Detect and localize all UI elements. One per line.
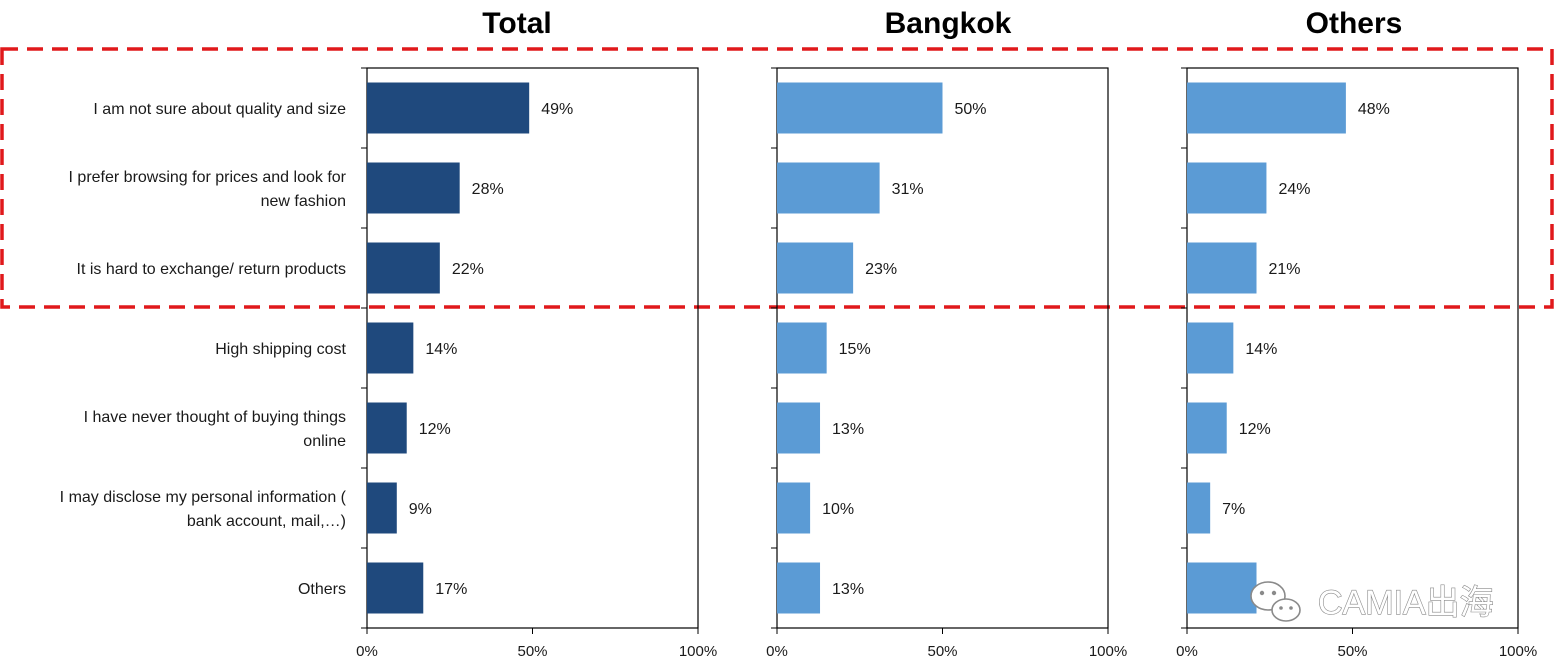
bar (1187, 242, 1257, 294)
data-label: 24% (1278, 181, 1310, 198)
data-label: 22% (452, 261, 484, 278)
bar (367, 82, 530, 134)
data-label: 13% (832, 421, 864, 438)
data-label: 17% (435, 581, 467, 598)
bar (1187, 562, 1257, 614)
x-tick-label: 0% (1176, 643, 1198, 660)
bar (367, 242, 440, 294)
bar (367, 482, 397, 534)
x-tick-label: 50% (517, 643, 547, 660)
bar (367, 322, 414, 374)
x-tick-label: 100% (1499, 643, 1537, 660)
x-tick-label: 50% (927, 643, 957, 660)
data-label: 50% (955, 101, 987, 118)
bar (367, 162, 460, 214)
x-tick-label: 100% (679, 643, 717, 660)
panel-title: Bangkok (885, 7, 1012, 40)
category-label: new fashion (261, 193, 346, 210)
x-tick-label: 0% (356, 643, 378, 660)
data-label: 10% (822, 501, 854, 518)
bar (367, 562, 424, 614)
data-label: 7% (1222, 501, 1245, 518)
x-tick-label: 100% (1089, 643, 1127, 660)
data-label: 31% (892, 181, 924, 198)
data-label: 23% (865, 261, 897, 278)
data-label: 49% (541, 101, 573, 118)
panel-title: Others (1306, 7, 1403, 40)
bar (1187, 322, 1234, 374)
data-label: 14% (425, 341, 457, 358)
bar (1187, 162, 1267, 214)
plot-frame (366, 67, 699, 629)
bar (367, 402, 407, 454)
x-tick-label: 50% (1337, 643, 1367, 660)
data-label: 21% (1269, 261, 1301, 278)
category-label: High shipping cost (215, 341, 346, 358)
bar (777, 402, 821, 454)
data-label: 12% (1239, 421, 1271, 438)
category-label: I may disclose my personal information ( (60, 489, 347, 506)
watermark-text: CAMIA出海 (1318, 584, 1494, 622)
data-label: 28% (472, 181, 504, 198)
bar (777, 82, 943, 134)
category-label: It is hard to exchange/ return products (77, 261, 346, 278)
bar (777, 562, 821, 614)
data-label: 14% (1245, 341, 1277, 358)
bar (777, 242, 854, 294)
bar (777, 482, 811, 534)
bar (777, 162, 880, 214)
data-label: 13% (832, 581, 864, 598)
category-label: Others (298, 581, 346, 598)
bar (777, 322, 827, 374)
wechat-icon (1250, 581, 1301, 622)
category-label: I prefer browsing for prices and look fo… (69, 169, 347, 186)
category-label: bank account, mail,…) (187, 513, 346, 530)
data-label: 15% (839, 341, 871, 358)
data-label: 9% (409, 501, 432, 518)
bar (1187, 82, 1346, 134)
bar (1187, 402, 1227, 454)
bar (1187, 482, 1211, 534)
plot-frame (1186, 67, 1519, 629)
data-label: 48% (1358, 101, 1390, 118)
data-label: 12% (419, 421, 451, 438)
category-label: I am not sure about quality and size (93, 101, 346, 118)
x-tick-label: 0% (766, 643, 788, 660)
category-label: online (303, 433, 346, 450)
panel-title: Total (482, 7, 551, 40)
category-label: I have never thought of buying things (84, 409, 346, 426)
